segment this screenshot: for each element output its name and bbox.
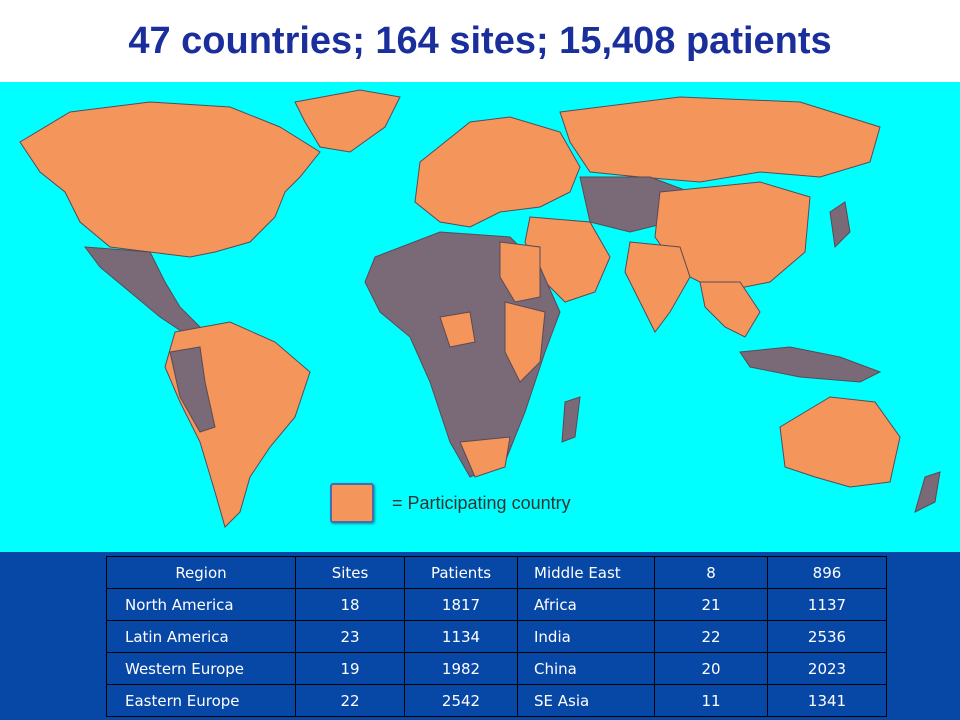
- greenland-region: [294, 89, 401, 153]
- cell-region2: SE Asia: [517, 684, 655, 717]
- cell-sites2: 21: [654, 588, 768, 621]
- cell-patients2: 1137: [767, 588, 887, 621]
- region-table: Region Sites Patients Middle East 8 896 …: [106, 556, 887, 717]
- europe-region: [414, 116, 581, 228]
- table-row: North America 18 1817 Africa 21 1137: [106, 588, 887, 621]
- cell-sites: 19: [295, 652, 405, 685]
- cell-patients2: 2023: [767, 652, 887, 685]
- africa-participating-north: [499, 241, 541, 303]
- cell-patients2: 1341: [767, 684, 887, 717]
- cell-patients2: 896: [767, 556, 887, 589]
- indonesia-region: [739, 346, 882, 383]
- cell-sites: 23: [295, 620, 405, 653]
- south-africa-region: [459, 436, 511, 478]
- cell-sites2: 11: [654, 684, 768, 717]
- table-row: Latin America 23 1134 India 22 2536: [106, 620, 887, 653]
- header-region: Region: [106, 556, 296, 589]
- cell-sites2: 22: [654, 620, 768, 653]
- cell-region: Western Europe: [106, 652, 296, 685]
- cell-sites2: 8: [654, 556, 768, 589]
- cell-region2: Middle East: [517, 556, 655, 589]
- russia-region: [559, 96, 881, 183]
- header-sites: Sites: [295, 556, 405, 589]
- madagascar-region: [561, 396, 581, 443]
- cell-region2: India: [517, 620, 655, 653]
- header-patients: Patients: [404, 556, 518, 589]
- cell-region2: China: [517, 652, 655, 685]
- map-legend: = Participating country: [330, 483, 571, 523]
- cell-region: North America: [106, 588, 296, 621]
- table-row: Western Europe 19 1982 China 20 2023: [106, 652, 887, 685]
- australia-region: [779, 396, 901, 488]
- cell-patients: 1134: [404, 620, 518, 653]
- central-america-region: [83, 246, 201, 338]
- africa-participating-west: [439, 311, 476, 348]
- page-title: 47 countries; 164 sites; 15,408 patients: [128, 19, 832, 62]
- table-row: Eastern Europe 22 2542 SE Asia 11 1341: [106, 684, 887, 717]
- cell-patients: 2542: [404, 684, 518, 717]
- participating-swatch: [330, 483, 374, 523]
- cell-patients: 1982: [404, 652, 518, 685]
- india-region: [624, 241, 691, 333]
- cell-region: Latin America: [106, 620, 296, 653]
- cell-sites: 18: [295, 588, 405, 621]
- cell-sites2: 20: [654, 652, 768, 685]
- world-map-svg: [19, 89, 941, 528]
- japan-region: [829, 201, 851, 249]
- cell-region2: Africa: [517, 588, 655, 621]
- legend-label: = Participating country: [392, 492, 571, 513]
- south-america-nonparticipating: [169, 346, 216, 433]
- cell-patients: 1817: [404, 588, 518, 621]
- cell-patients2: 2536: [767, 620, 887, 653]
- se-asia-region: [699, 281, 761, 338]
- new-zealand-region: [914, 471, 941, 513]
- table-header-row: Region Sites Patients Middle East 8 896: [106, 556, 887, 589]
- cell-region: Eastern Europe: [106, 684, 296, 717]
- world-map: = Participating country: [0, 82, 960, 552]
- cell-sites: 22: [295, 684, 405, 717]
- north-america-region: [19, 101, 321, 258]
- africa-participating-east: [504, 301, 546, 383]
